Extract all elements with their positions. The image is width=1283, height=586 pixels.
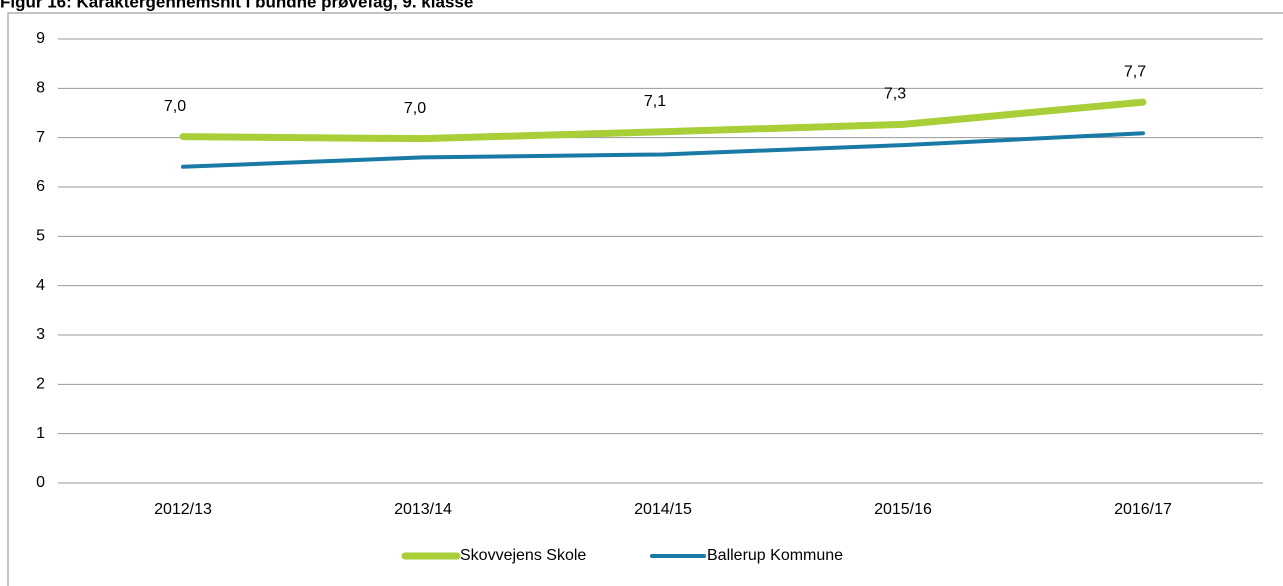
y-tick-label: 4 (36, 277, 45, 294)
data-label: 7,3 (884, 86, 906, 103)
data-label: 7,7 (1124, 63, 1146, 80)
data-label: 7,0 (164, 98, 186, 115)
x-tick-label: 2014/15 (634, 501, 692, 518)
y-tick-label: 6 (36, 178, 45, 195)
x-tick-label: 2016/17 (1114, 501, 1172, 518)
chart-frame (7, 12, 1283, 586)
y-tick-label: 8 (36, 80, 45, 97)
x-tick-label: 2015/16 (874, 501, 932, 518)
data-label: 7,1 (644, 93, 666, 110)
y-tick-label: 2 (36, 376, 45, 393)
data-label: 7,0 (404, 100, 426, 117)
series-line (179, 98, 1147, 143)
y-tick-label: 7 (36, 129, 45, 146)
legend-label: Ballerup Kommune (707, 547, 843, 564)
y-tick-label: 9 (36, 30, 45, 47)
series-line (181, 131, 1145, 169)
y-tick-label: 1 (36, 425, 45, 442)
y-tick-label: 3 (36, 326, 45, 343)
y-tick-label: 5 (36, 228, 45, 245)
x-tick-label: 2013/14 (394, 501, 452, 518)
x-tick-label: 2012/13 (154, 501, 212, 518)
chart-title: Figur 16: Karaktergennemsnit i bundne pr… (0, 0, 473, 11)
legend-label: Skovvejens Skole (460, 547, 586, 564)
y-tick-label: 0 (36, 474, 45, 491)
